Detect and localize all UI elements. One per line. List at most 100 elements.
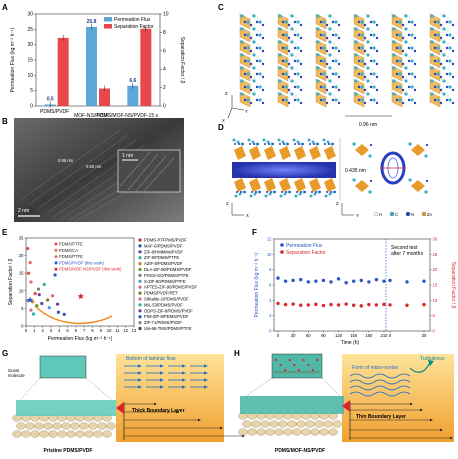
second-test-note: Second test after 7 months (391, 245, 423, 257)
a-y2tick-label: 6 (163, 48, 166, 54)
pristine-membrane-label: Pristine PDMS/PVDF (44, 448, 93, 454)
e-xtick-label: 11 (115, 328, 120, 333)
panel-a-y2label: Separation Factor / β (179, 37, 185, 84)
panel-letter-b: B (2, 117, 8, 126)
mof-nanosheet-dots (274, 358, 320, 373)
comparison-point (31, 300, 35, 304)
e-legend-label: ZIF-8/HMMMs/PVDF (144, 249, 184, 254)
atom-legend-marker (389, 211, 395, 217)
e-legend-marker (138, 238, 142, 242)
a-ytick-label: 10 (27, 73, 33, 79)
pore-structure (232, 138, 429, 200)
e-legend-label: MIL-53/PDMS/PVDF (144, 302, 183, 307)
e-legend-marker (54, 248, 58, 252)
e-xtick-label: 10 (107, 328, 112, 333)
f-ytick-label: 10 (267, 252, 272, 257)
f-ytick-label: 6 (269, 283, 272, 288)
e-xtick-label: 7 (83, 328, 86, 333)
crystal-structure (239, 13, 455, 108)
pore-spacing-label: 0.435 nm (345, 168, 366, 174)
e-legend-label: ZIF-71/PDMS/PVDF (144, 320, 182, 325)
atom-legend-marker (373, 211, 379, 217)
e-legend-marker (138, 297, 142, 301)
panel-f-ylabel: Permeation Flux (kg m⁻² h⁻¹) (254, 252, 260, 317)
micro-vortex-label: Form of micro-vortex (352, 365, 399, 371)
pristine-membrane (12, 414, 116, 438)
e-ytick-label: 5 (21, 306, 24, 311)
comparison-point (62, 312, 66, 316)
bar-separation-factor (99, 88, 110, 106)
e-xtick-label: 4 (58, 328, 61, 333)
stability-point (314, 279, 318, 283)
bar-value-label: 0.5 (47, 96, 54, 102)
f-ytick-label: 2 (269, 313, 272, 318)
panel-letter-c: C (218, 3, 224, 12)
e-legend-label: POSS-GO/PDMS/PTFE (144, 273, 189, 278)
f-xtick-label: 210 (381, 333, 389, 338)
a-category-label: PDMS/MOF-NS/PVDF-15 s (97, 113, 159, 119)
stability-point (382, 279, 386, 283)
e-legend-label: AZIF-8/PDMS/PVDF (144, 261, 183, 266)
a-ytick-label: 0 (30, 104, 33, 110)
stability-point (299, 277, 303, 282)
e-legend-marker (138, 315, 142, 319)
bar-permeation-flux (127, 85, 139, 106)
comparison-point (56, 310, 61, 314)
f-xtick-label: 150 (350, 333, 358, 338)
e-ytick-label: 15 (19, 271, 24, 276)
stability-point-retest (388, 278, 392, 283)
f-legend-marker (280, 250, 284, 254)
panel-f-ticks: 0 30 60 90 120 150 180 210 0 30024681012051015202… (267, 237, 438, 339)
stability-point-retest (388, 303, 392, 307)
e-legend-marker (54, 261, 58, 265)
stability-point (359, 278, 363, 283)
comparison-point (33, 292, 37, 296)
e-legend-label: PDMS/MOF-NS/PVDF (this work) (59, 267, 122, 272)
axis-y-label: Y (245, 109, 248, 114)
stability-point (299, 303, 303, 307)
stability-point (329, 280, 333, 284)
guest-molecule-label: Guest molecule (8, 368, 25, 378)
comparison-point (55, 302, 60, 306)
f-legend-label: Permeation Flux (286, 243, 323, 249)
atom-legend-label: N (411, 212, 414, 217)
e-legend-marker (138, 244, 142, 248)
a-ytick-label: 15 (27, 58, 33, 64)
e-legend-marker (138, 279, 142, 283)
crystal-scale-label: 0.96 nm (359, 122, 377, 128)
d-axis-z: Z (226, 201, 229, 206)
panel-e-xlabel: Permeation Flux (kg m⁻² h⁻¹) (48, 336, 113, 342)
stability-point (321, 303, 326, 308)
e-legend-marker (54, 267, 58, 271)
a-category-label: MOF-NS/PVDF (74, 113, 108, 119)
e-legend-label: S-ZIF-90/PDMS/PTFE (144, 279, 186, 284)
panel-h: H Form of micro-vortex Turbulence Thin B… (234, 349, 454, 454)
a-legend-label: Permeation Flux (114, 17, 151, 23)
stability-point (276, 301, 280, 306)
stability-point (344, 281, 348, 285)
comparison-point (29, 308, 33, 312)
panel-a: A 0 5 10 15 20 25 30 0 2 4 6 8 10 0.5 25.8 6.6 PDMS/PVD… (2, 3, 185, 119)
panel-letter-d: D (218, 123, 224, 132)
d-axis-x: X (246, 213, 249, 218)
comparison-point (50, 294, 55, 298)
a-legend-label: Separation Factor (114, 24, 154, 30)
e-legend-marker (138, 273, 142, 277)
stability-point (336, 303, 341, 307)
e-xtick-label: 12 (123, 328, 128, 333)
tem-inset (117, 149, 181, 193)
panel-letter-g: G (2, 349, 8, 358)
tem-scale-label: 2 nm (18, 208, 29, 214)
inset-fringes (119, 151, 175, 192)
stability-point (367, 280, 371, 284)
comparison-point (37, 293, 41, 297)
inset-scale-label: 1 nm (122, 153, 133, 159)
panel-letter-f: F (252, 228, 257, 237)
mof-membrane (238, 412, 342, 436)
f-xtick-label: 0 (389, 333, 392, 338)
a-y2tick-label: 4 (163, 67, 166, 73)
zoom-inset-g (39, 355, 87, 379)
zoom-inset-h (271, 353, 323, 379)
